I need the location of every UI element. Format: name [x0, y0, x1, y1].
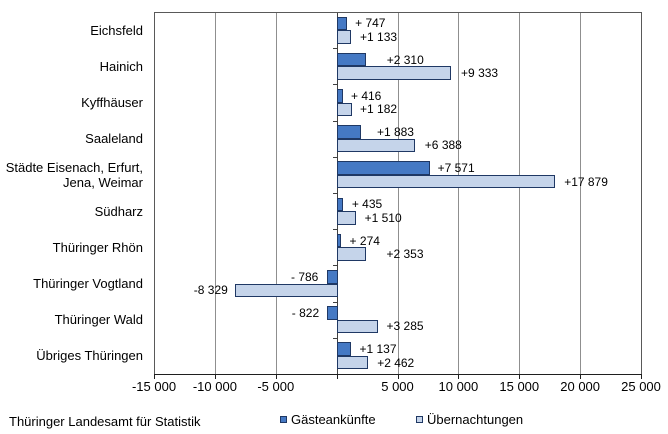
bar-value-label: +6 388 — [424, 138, 462, 153]
category-label: Kyffhäuser — [81, 95, 143, 110]
bar-gaesteankuenfte — [336, 125, 361, 139]
legend-item: Übernachtungen — [416, 412, 523, 427]
bar-value-label: +1 182 — [360, 102, 398, 117]
bar-value-label: + 435 — [351, 197, 383, 212]
bar-uebernachtungen — [336, 138, 416, 153]
bar-uebernachtungen — [336, 102, 353, 116]
legend-swatch-icon — [280, 416, 287, 423]
x-tick-label: -5 000 — [257, 379, 295, 394]
value-axis-tick — [154, 375, 155, 379]
value-axis-line — [154, 374, 642, 375]
bar-gaesteankuenfte — [336, 233, 341, 248]
bar-value-label: -8 329 — [193, 283, 228, 298]
bar-uebernachtungen — [336, 66, 452, 80]
category-label: Thüringer Rhön — [52, 239, 143, 255]
bar-uebernachtungen — [336, 247, 367, 261]
category-axis-tick — [332, 229, 337, 231]
value-axis-tick — [641, 375, 642, 379]
bar-gaesteankuenfte — [336, 342, 352, 356]
bar-uebernachtungen — [235, 283, 338, 297]
bar-gaesteankuenfte — [326, 306, 338, 320]
category-label: Eichsfeld — [90, 22, 143, 38]
category-axis-tick — [332, 120, 337, 122]
bar-value-label: + 747 — [355, 16, 386, 31]
x-tick-label: -15 000 — [131, 379, 177, 394]
gridline — [397, 13, 399, 374]
legend-swatch-icon — [416, 416, 423, 423]
bar-value-label: +2 353 — [386, 247, 424, 262]
bar-value-label: +1 510 — [364, 210, 402, 225]
gridline — [275, 13, 277, 374]
category-label: Hainich — [99, 58, 143, 74]
category-label: Thüringer Vogtland — [33, 276, 143, 291]
bar-value-label: +1 883 — [376, 124, 414, 139]
gridline — [519, 13, 521, 374]
bar-value-label: - 822 — [291, 305, 320, 320]
bar-uebernachtungen — [336, 319, 378, 334]
bar-value-label: +9 333 — [461, 66, 499, 81]
gridline — [214, 13, 216, 374]
bar-value-label: + 416 — [350, 88, 382, 103]
footer-source: Thüringer Landesamt für Statistik — [9, 414, 201, 429]
category-axis-tick — [332, 193, 337, 194]
bar-value-label: +17 879 — [564, 174, 608, 189]
bar-value-label: + 274 — [349, 233, 380, 248]
bar-uebernachtungen — [336, 355, 368, 370]
x-tick-label: 5 000 — [381, 379, 414, 394]
x-tick-label: 10 000 — [438, 379, 479, 394]
bar-gaesteankuenfte — [336, 89, 343, 103]
category-axis-tick — [332, 337, 337, 339]
bar-value-label: +1 133 — [360, 29, 398, 44]
legend-item: Gästeankünfte — [280, 412, 376, 427]
bar-uebernachtungen — [336, 174, 556, 189]
gridline — [580, 13, 582, 374]
value-axis-tick — [519, 375, 521, 379]
bar-gaesteankuenfte — [336, 161, 430, 175]
category-axis-tick — [332, 265, 337, 267]
bar-gaesteankuenfte — [336, 52, 366, 67]
bar-value-label: +2 310 — [386, 52, 424, 67]
bar-value-label: +3 285 — [386, 319, 424, 334]
legend-label: Übernachtungen — [427, 412, 524, 427]
value-axis-tick — [214, 375, 216, 379]
value-axis-tick — [275, 375, 277, 379]
x-tick-label: -10 000 — [192, 379, 237, 394]
value-axis-tick — [458, 375, 460, 379]
category-label: Saaleland — [85, 131, 143, 147]
value-axis-tick — [397, 375, 399, 379]
legend-label: Gästeankünfte — [291, 412, 376, 427]
bar-value-label: +7 571 — [437, 161, 475, 176]
category-axis-line — [336, 13, 338, 374]
category-label: Thüringer Wald — [54, 312, 143, 328]
category-label: Städte Eisenach, Erfurt, Jena, Weimar — [5, 159, 143, 190]
gridline — [458, 13, 460, 374]
category-label: Südharz — [94, 203, 143, 219]
bar-gaesteankuenfte — [327, 270, 338, 284]
bar-value-label: +2 462 — [377, 355, 415, 370]
value-axis-tick — [336, 375, 338, 379]
bar-uebernachtungen — [336, 211, 356, 225]
category-axis-tick — [332, 156, 337, 158]
bar-gaesteankuenfte — [336, 16, 347, 31]
value-axis-tick — [580, 375, 582, 379]
x-tick-label: 20 000 — [560, 379, 601, 394]
bar-value-label: - 786 — [291, 269, 319, 284]
bar-value-label: +1 137 — [359, 342, 397, 357]
x-tick-label: 25 000 — [621, 379, 661, 394]
category-axis-tick — [332, 48, 337, 50]
bar-gaesteankuenfte — [336, 197, 343, 212]
category-label: Übriges Thüringen — [36, 348, 143, 364]
category-axis-tick — [332, 301, 337, 303]
category-axis-tick — [332, 84, 337, 86]
bar-uebernachtungen — [336, 30, 352, 44]
x-tick-label: 15 000 — [499, 379, 540, 394]
